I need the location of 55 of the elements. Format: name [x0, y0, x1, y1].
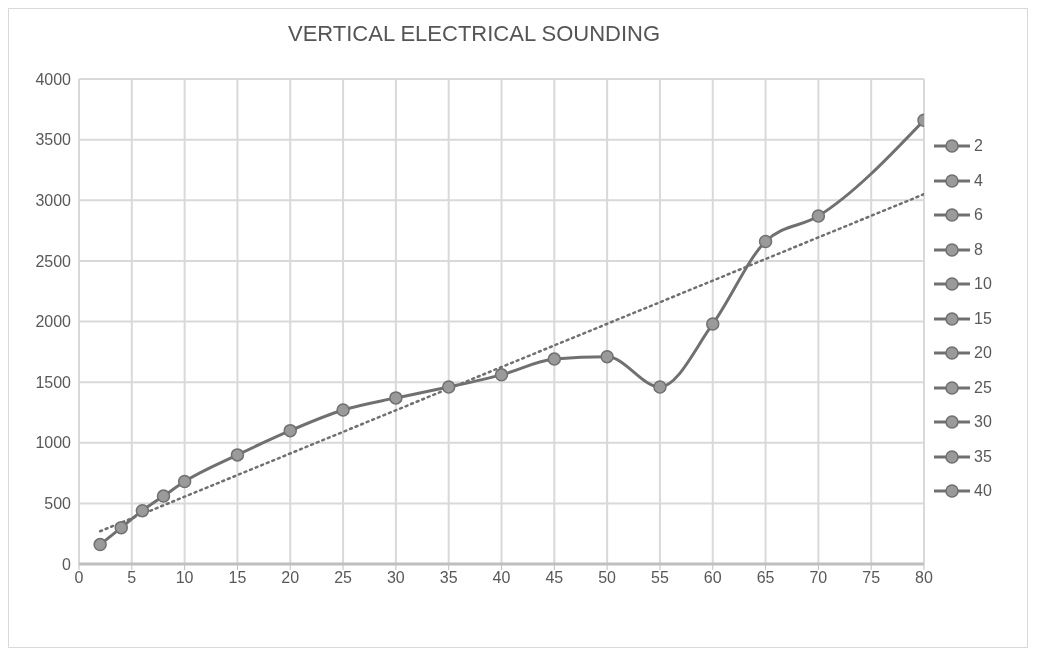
y-tick-label: 4000 [35, 70, 72, 88]
point [706, 317, 720, 331]
y-tick-label: 3000 [35, 191, 72, 209]
x-tick-label: 15 [228, 569, 247, 587]
x-tick-label: 50 [598, 569, 617, 587]
point [600, 349, 614, 364]
x-tick-label: 20 [281, 569, 300, 587]
point [114, 520, 128, 535]
point [135, 503, 150, 518]
x-tick-label: 0 [74, 569, 84, 587]
x-tick-label: 10 [175, 569, 194, 587]
point [283, 423, 297, 438]
y-tick-label: 3500 [35, 131, 72, 149]
point [93, 537, 107, 552]
legend-label: 30 [974, 413, 992, 431]
x-tick-label: 40 [492, 569, 511, 587]
x-tick-label: 25 [334, 569, 353, 587]
legend-label: 40 [974, 482, 992, 500]
legend-label: 20 [974, 344, 992, 362]
point [441, 380, 456, 394]
legend-label: 4 [974, 171, 983, 190]
legend-label: 10 [974, 275, 992, 293]
point [156, 489, 171, 503]
point [547, 352, 562, 366]
legend-label: 2 [974, 137, 983, 155]
point [811, 209, 826, 223]
point [230, 448, 245, 462]
y-tick-label: 0 [62, 555, 72, 573]
y-tick-label: 1500 [35, 373, 72, 391]
point [653, 380, 667, 394]
x-tick-label: 45 [545, 569, 564, 587]
x-tick-label: 70 [809, 569, 828, 587]
x-tick-label: 5 [127, 569, 137, 587]
legend-label: 25 [974, 378, 992, 397]
x-tick-label: 30 [386, 569, 405, 587]
y-tick-label: 1000 [35, 434, 72, 452]
point [758, 234, 773, 249]
x-tick-label: 80 [915, 569, 933, 587]
point [177, 474, 192, 489]
x-tick-label: 75 [862, 569, 881, 587]
point [389, 391, 403, 405]
x-tick-label: 65 [756, 569, 775, 587]
y-tick-label: 2500 [35, 252, 72, 270]
legend-label: 35 [974, 447, 992, 466]
chart-title: VERTICAL ELECTRICAL SOUNDING [286, 21, 661, 47]
legend-label: 6 [974, 206, 983, 224]
x-tick-label: 55 [651, 569, 669, 587]
x-tick-label: 60 [703, 569, 722, 587]
point [494, 368, 509, 382]
y-tick-label: 2000 [35, 313, 72, 331]
legend-label: 8 [974, 240, 983, 259]
x-tick-label: 35 [439, 569, 458, 587]
y-tick-label: 500 [44, 495, 72, 513]
legend-label: 15 [974, 309, 992, 328]
point [336, 403, 350, 417]
